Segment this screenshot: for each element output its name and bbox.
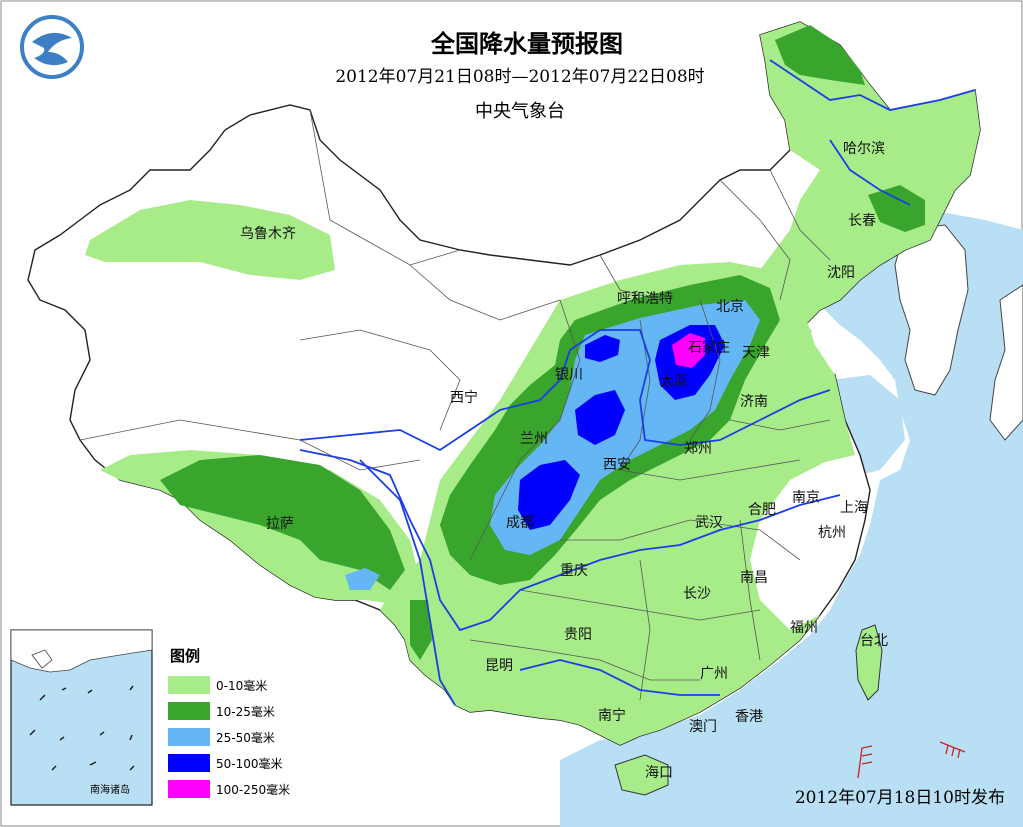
city-label: 银川 [555, 367, 583, 383]
city-label: 太原 [660, 374, 688, 390]
city-label: 香港 [735, 709, 763, 725]
rain-25-50-tibet [345, 568, 380, 590]
city-label: 沈阳 [827, 265, 855, 281]
rain-100-250 [672, 333, 705, 368]
city-label: 长沙 [683, 586, 711, 602]
legend-swatch-3 [168, 754, 210, 772]
city-label: 西宁 [450, 389, 478, 406]
city-label: 济南 [740, 394, 768, 410]
city-label: 福州 [790, 620, 818, 636]
neighbor-land [894, 224, 1023, 441]
legend-label-2: 25-50毫米 [216, 730, 275, 745]
legend-title: 图例 [170, 647, 200, 665]
forecast-period: 2012年07月21日08时—2012年07月22日08时 [335, 67, 704, 87]
rain-0-10-xinjiang [85, 200, 335, 280]
rivers [299, 59, 976, 706]
city-label: 南京 [792, 490, 820, 506]
legend-swatch-2 [168, 728, 210, 746]
city-label: 西安 [603, 457, 631, 473]
legend-swatch-4 [168, 780, 210, 798]
city-label: 成都 [506, 515, 534, 531]
rain-10-25-heilongjiang [775, 25, 865, 85]
legend-swatch-1 [168, 702, 210, 720]
city-label: 南昌 [740, 570, 768, 586]
city-label: 拉萨 [266, 516, 294, 532]
city-label: 北京 [716, 299, 744, 315]
rain-50-100-shaanxi [575, 390, 625, 445]
city-label: 海口 [645, 765, 673, 781]
yangtze-river [299, 449, 841, 632]
rain-50-100-sichuan [518, 460, 580, 530]
south-china-sea-inset: 南海诸岛 [10, 629, 153, 806]
yellow-sea [830, 375, 905, 475]
city-label: 合肥 [748, 502, 776, 518]
city-label: 天津 [742, 345, 770, 361]
city-label: 台北 [860, 633, 888, 649]
japan [989, 284, 1023, 441]
legend-label-0: 0-10毫米 [216, 678, 267, 693]
city-label: 上海 [840, 500, 868, 516]
legend-label-4: 100-250毫米 [216, 782, 290, 797]
legend: 图例 0-10毫米 10-25毫米 25-50毫米 50-100毫米 100-2… [168, 647, 290, 798]
sea-markers [857, 741, 966, 779]
city-label: 南宁 [598, 707, 626, 724]
pearl-river [519, 659, 720, 696]
city-label: 武汉 [695, 515, 723, 531]
korean-peninsula [894, 224, 969, 396]
yellow-river [299, 329, 831, 452]
city-label: 重庆 [560, 563, 588, 579]
city-label: 石家庄 [688, 339, 730, 356]
legend-label-3: 50-100毫米 [216, 756, 283, 771]
city-label: 郑州 [684, 441, 712, 457]
city-labels: 乌鲁木齐 哈尔滨 长春 沈阳 呼和浩特 北京 天津 石家庄 太原 银川 西宁 兰… [240, 141, 888, 781]
hainan [614, 754, 669, 796]
lancang-river [359, 459, 456, 706]
city-label: 哈尔滨 [843, 141, 885, 157]
city-label: 广州 [700, 666, 728, 682]
city-label: 昆明 [485, 658, 513, 674]
heilongjiang [769, 59, 976, 111]
legend-label-1: 10-25毫米 [216, 704, 275, 719]
city-label: 兰州 [520, 431, 548, 447]
city-label: 长春 [848, 213, 876, 229]
map-title: 全国降水量预报图 [430, 30, 623, 58]
songhua-river [829, 139, 911, 206]
rain-50-100-ningxia [585, 335, 620, 362]
city-label: 贵阳 [564, 627, 592, 643]
inset-label: 南海诸岛 [90, 783, 130, 796]
city-label: 乌鲁木齐 [240, 226, 296, 242]
city-label: 澳门 [689, 719, 717, 735]
rain-10-25-changchun [868, 185, 925, 232]
issuing-agency: 中央气象台 [475, 101, 565, 122]
rain-10-25-tibet [160, 455, 405, 590]
issue-time: 2012年07月18日10时发布 [795, 788, 1005, 808]
cma-logo [20, 15, 84, 79]
precipitation-layers [85, 22, 980, 745]
rain-0-10-northeast [725, 22, 980, 325]
legend-swatch-0 [168, 676, 210, 694]
taiwan [855, 624, 883, 701]
rain-10-25-yunnan [410, 600, 432, 660]
city-label: 杭州 [818, 525, 846, 541]
city-label: 呼和浩特 [617, 291, 673, 307]
